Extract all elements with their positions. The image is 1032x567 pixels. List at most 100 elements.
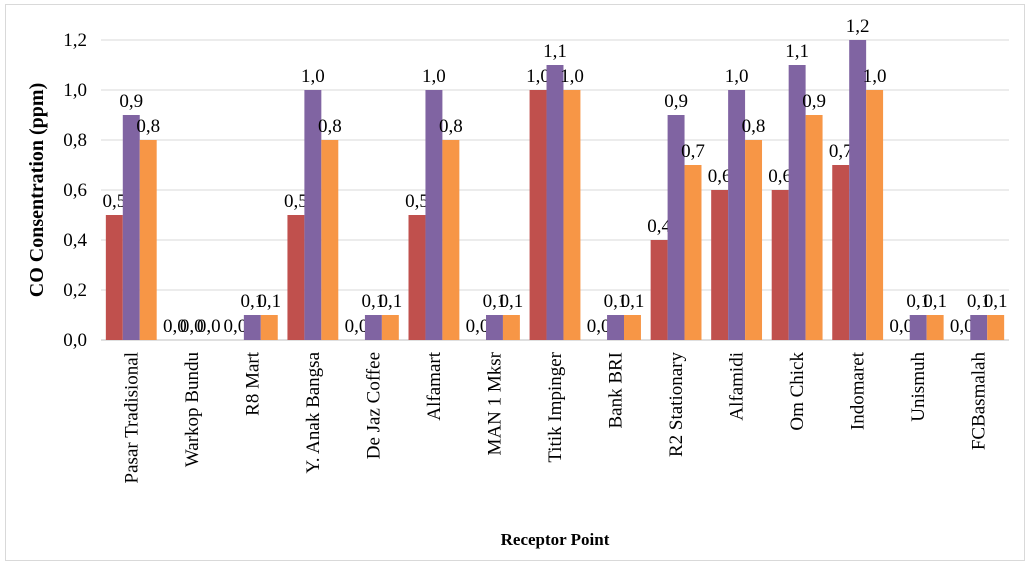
bar [909, 315, 927, 340]
x-tick-label: De Jaz Coffee [363, 352, 384, 459]
data-label: 0,0 [345, 316, 369, 337]
x-tick-label: Om Chick [787, 352, 808, 431]
bar [667, 115, 685, 340]
bar [243, 315, 261, 340]
y-tick-label: 1,2 [63, 30, 87, 51]
bar [711, 190, 729, 340]
bar [650, 240, 668, 340]
y-tick-label: 0,6 [63, 180, 87, 201]
data-label: 0,0 [889, 316, 913, 337]
data-label: 1,1 [543, 41, 567, 62]
data-label: 0,1 [604, 291, 628, 312]
bar [425, 90, 443, 340]
x-tick-label: Unismuh [908, 352, 929, 422]
data-label: 0,1 [257, 291, 281, 312]
bar [745, 140, 763, 340]
data-label: 1,0 [301, 66, 325, 87]
x-tick-label: Titik Impinger [545, 351, 566, 462]
data-label: 1,0 [725, 66, 749, 87]
data-label: 0,8 [439, 116, 463, 137]
bar [139, 140, 157, 340]
bar [849, 40, 867, 340]
bar [866, 90, 884, 340]
data-label: 0,1 [923, 291, 947, 312]
data-label: 0,1 [621, 291, 645, 312]
data-label: 0,9 [802, 91, 826, 112]
bar [805, 115, 823, 340]
x-axis-title: Receptor Point [501, 530, 610, 549]
bar [546, 65, 564, 340]
data-label: 0,0 [163, 316, 187, 337]
data-label: 0,0 [587, 316, 611, 337]
x-tick-label: Y. Anak Bangsa [303, 351, 324, 473]
x-tick-label: FCBasmalah [969, 352, 990, 451]
bar [529, 90, 547, 340]
data-label: 0,1 [240, 291, 264, 312]
data-label: 0,5 [284, 191, 308, 212]
data-label: 0,1 [906, 291, 930, 312]
bar [442, 140, 460, 340]
data-label: 0,0 [180, 316, 204, 337]
data-label: 1,1 [785, 41, 809, 62]
bar [926, 315, 944, 340]
bar [502, 315, 520, 340]
data-label: 0,6 [708, 166, 732, 187]
x-tick-label: Alfamart [424, 351, 445, 420]
x-tick-label: R8 Mart [242, 351, 263, 416]
bar [970, 315, 988, 340]
bar [563, 90, 581, 340]
data-label: 0,1 [967, 291, 991, 312]
bar [287, 215, 305, 340]
x-tick-label: Warkop Bundu [182, 352, 203, 468]
bar [771, 190, 789, 340]
data-label: 0,5 [102, 191, 126, 212]
x-tick-label: MAN 1 Mksr [484, 351, 505, 455]
bar [364, 315, 382, 340]
data-label: 0,8 [742, 116, 766, 137]
y-tick-label: 0,0 [63, 330, 87, 351]
bar [260, 315, 278, 340]
y-axis-title: CO Consentration (ppm) [26, 83, 48, 297]
x-tick-label: Pasar Tradisional [121, 352, 142, 483]
y-tick-label: 0,8 [63, 130, 87, 151]
data-label: 0,0 [466, 316, 490, 337]
bar [684, 165, 702, 340]
bar [381, 315, 399, 340]
data-label: 0,6 [768, 166, 792, 187]
bar [832, 165, 850, 340]
data-label: 0,1 [500, 291, 524, 312]
bar [485, 315, 503, 340]
x-tick-label: Alfamidi [727, 352, 748, 421]
data-label: 0,8 [318, 116, 342, 137]
bar [987, 315, 1005, 340]
bar-chart: 0,0 0,2 0,4 0,6 0,8 1,0 1,2 0,5 0,9 0,8 Pasar Trad… [26, 16, 1009, 549]
data-label: 1,2 [846, 16, 870, 37]
y-tick-label: 0,2 [63, 280, 87, 301]
bar [304, 90, 322, 340]
data-label: 1,0 [863, 66, 887, 87]
data-label: 0,7 [829, 141, 853, 162]
data-label: 1,0 [526, 66, 550, 87]
bar [728, 90, 746, 340]
chart-frame: 0,0 0,2 0,4 0,6 0,8 1,0 1,2 0,5 0,9 0,8 Pasar Trad… [5, 4, 1025, 561]
bar [788, 65, 806, 340]
data-label: 0,1 [984, 291, 1008, 312]
data-label: 1,0 [560, 66, 584, 87]
y-tick-label: 1,0 [63, 80, 87, 101]
bar [321, 140, 339, 340]
x-tick-label: Bank BRI [606, 352, 627, 429]
data-label: 0,9 [119, 91, 143, 112]
data-label: 0,0 [224, 316, 248, 337]
data-label: 0,9 [664, 91, 688, 112]
bar [408, 215, 426, 340]
data-label: 0,1 [378, 291, 402, 312]
bar [105, 215, 123, 340]
data-label: 0,5 [405, 191, 429, 212]
y-tick-label: 0,4 [63, 230, 87, 251]
data-label: 0,1 [362, 291, 386, 312]
data-label: 0,8 [136, 116, 160, 137]
data-label: 0,4 [647, 216, 671, 237]
x-tick-label: Indomaret [848, 351, 869, 430]
bar [607, 315, 625, 340]
data-label: 0,7 [681, 141, 705, 162]
